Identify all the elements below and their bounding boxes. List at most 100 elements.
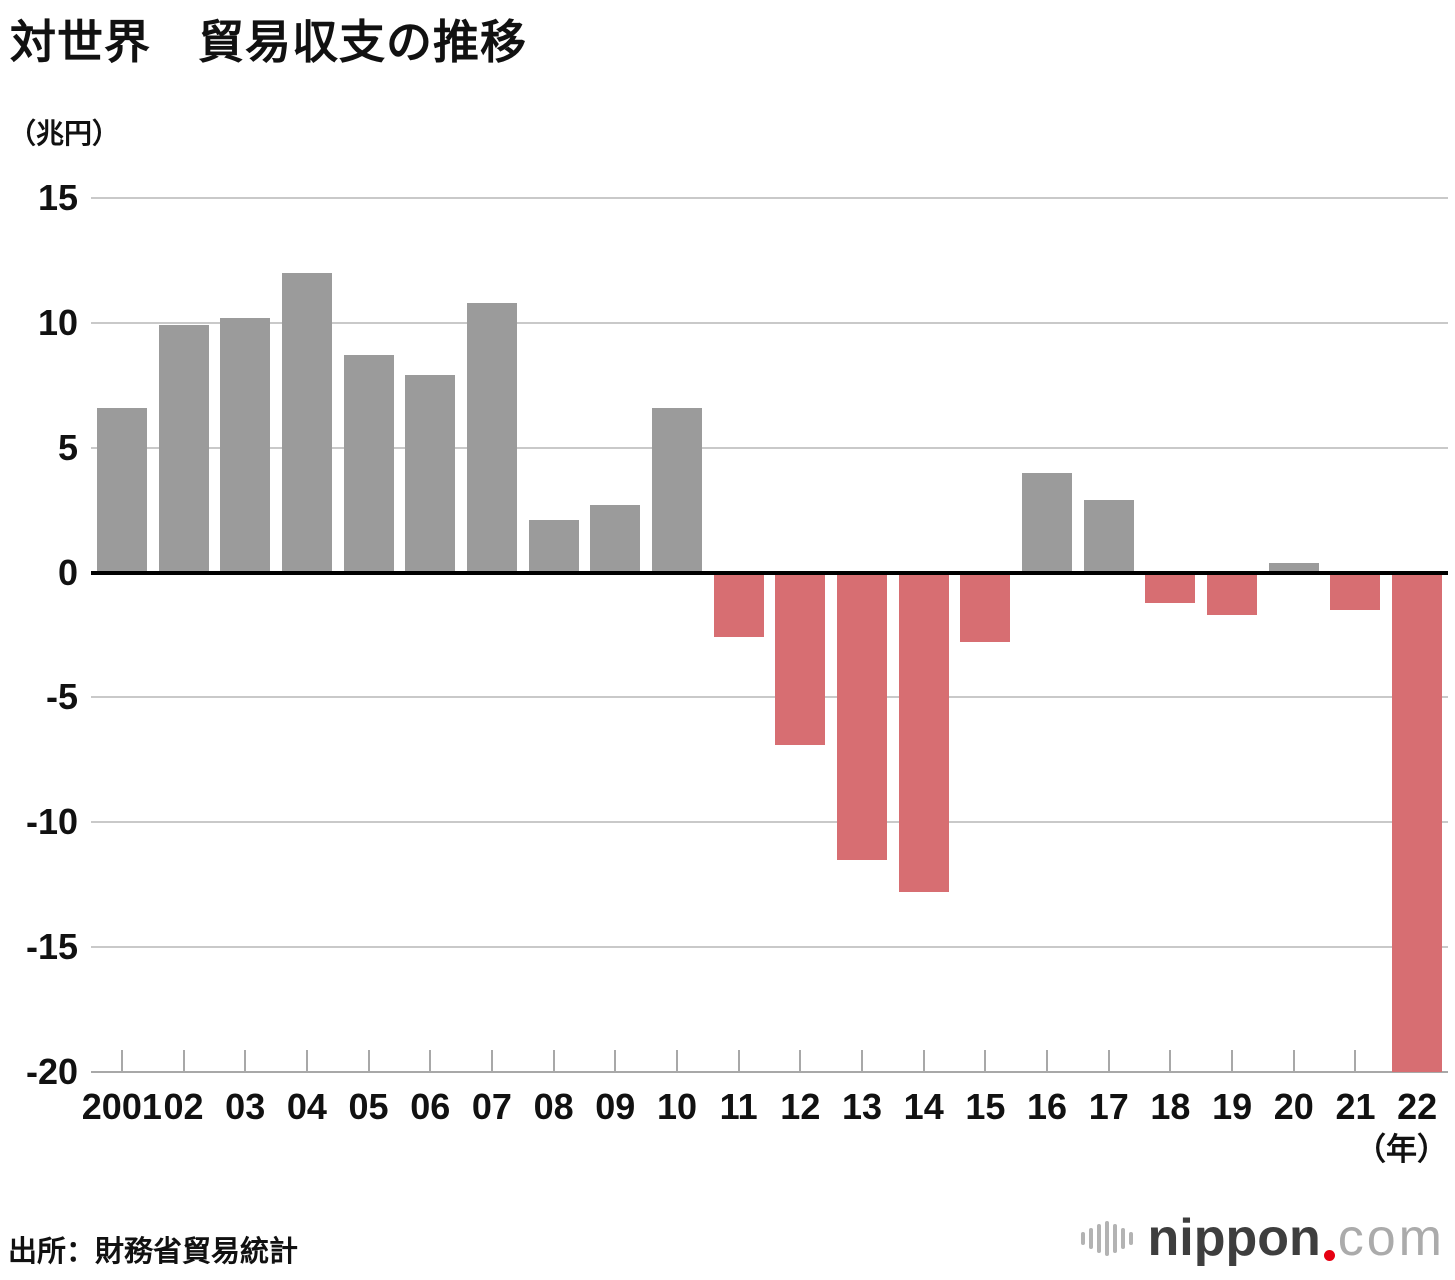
bar-11 (713, 572, 764, 638)
x-tick-label: 15 (965, 1086, 1006, 1127)
soundwave-logo-icon (1081, 1216, 1134, 1260)
x-tick-label: 02 (163, 1086, 204, 1127)
bar-05 (343, 355, 394, 573)
x-tick-mark (120, 1050, 123, 1072)
bar-16 (1022, 472, 1073, 573)
x-tick-mark (737, 1050, 740, 1072)
x-tick-label: 10 (656, 1086, 697, 1127)
soundwave-bar (1113, 1223, 1118, 1253)
gridline--15 (91, 946, 1448, 949)
soundwave-bar (1121, 1227, 1126, 1249)
gridline--20 (91, 1071, 1448, 1073)
x-tick-mark (429, 1050, 432, 1072)
bar-22 (1392, 572, 1443, 1072)
x-tick-mark (1169, 1050, 1172, 1072)
x-tick-mark (552, 1050, 555, 1072)
x-tick-mark (799, 1050, 802, 1072)
x-tick-mark (922, 1050, 925, 1072)
bar-04 (281, 272, 332, 573)
gridline--10 (91, 821, 1448, 824)
x-tick-label: 22 (1397, 1086, 1438, 1127)
bar-20 (1268, 562, 1319, 573)
x-tick-label: 18 (1150, 1086, 1191, 1127)
x-tick-mark (1046, 1050, 1049, 1072)
y-tick-label: 5 (57, 426, 78, 468)
chart-title: 対世界 貿易収支の推移 (10, 16, 527, 68)
x-tick-label: 21 (1335, 1086, 1376, 1127)
x-tick-label: 03 (225, 1086, 266, 1127)
x-tick-mark (1354, 1050, 1357, 1072)
y-axis-unit-label: （兆円） (8, 118, 121, 149)
x-tick-label: 05 (348, 1086, 389, 1127)
x-tick-mark (244, 1050, 247, 1072)
x-tick-label: 20 (1273, 1086, 1314, 1127)
source-note: 出所：財務省貿易統計 (8, 1236, 299, 1268)
bar-02 (158, 325, 209, 573)
x-tick-mark (305, 1050, 308, 1072)
gridline-10 (91, 321, 1448, 324)
x-tick-label: 17 (1088, 1086, 1129, 1127)
x-tick-label: 07 (471, 1086, 512, 1127)
soundwave-bar (1129, 1231, 1134, 1245)
bar-14 (898, 572, 949, 893)
x-tick-label: 04 (286, 1086, 327, 1127)
bar-21 (1330, 572, 1381, 611)
x-tick-mark (861, 1050, 864, 1072)
bar-09 (590, 505, 641, 573)
x-tick-mark (367, 1050, 370, 1072)
x-tick-label: 11 (719, 1086, 758, 1127)
x-tick-mark (675, 1050, 678, 1072)
gridline--5 (91, 696, 1448, 699)
bar-12 (775, 572, 826, 745)
y-tick-label: -15 (25, 926, 78, 968)
zero-axis-line (91, 570, 1448, 575)
x-tick-label: 12 (780, 1086, 821, 1127)
y-tick-label: 0 (57, 551, 78, 593)
x-tick-mark (614, 1050, 617, 1072)
soundwave-bar (1081, 1231, 1086, 1245)
nippon-com-wordmark: nippon com (1147, 1208, 1445, 1268)
soundwave-bar (1089, 1227, 1094, 1249)
bar-chart-plot-area: 15 10 5 0 -5 -10 -15 -20 2001 02 03 04 05 06 07 08 09 10 1… (25, 177, 1448, 1127)
soundwave-bar (1097, 1223, 1102, 1253)
bar-08 (528, 520, 579, 573)
nippon-com-logo: nippon com (1081, 1208, 1445, 1268)
bar-2001 (96, 407, 147, 573)
soundwave-bar (1105, 1220, 1110, 1256)
x-tick-label: 14 (903, 1086, 944, 1127)
y-tick-label: -20 (25, 1051, 78, 1092)
gridline-5 (91, 446, 1448, 449)
x-tick-mark (490, 1050, 493, 1072)
logo-red-dot-icon (1323, 1250, 1335, 1261)
y-tick-label: -10 (25, 801, 78, 843)
bar-03 (220, 317, 271, 573)
x-tick-label: 16 (1027, 1086, 1068, 1127)
gridline-15 (91, 197, 1448, 199)
x-tick-mark (1292, 1050, 1295, 1072)
bar-06 (405, 375, 456, 573)
y-tick-label: 15 (37, 177, 78, 218)
x-tick-label: 08 (533, 1086, 574, 1127)
bar-15 (960, 572, 1011, 643)
x-tick-mark (1107, 1050, 1110, 1072)
x-tick-mark (1231, 1050, 1234, 1072)
logo-text-nippon: nippon (1147, 1209, 1321, 1267)
x-tick-label: 19 (1212, 1086, 1253, 1127)
logo-text-com: com (1337, 1209, 1445, 1267)
bar-18 (1145, 572, 1196, 603)
x-axis-unit-label: （年） (1355, 1132, 1448, 1167)
x-tick-mark (984, 1050, 987, 1072)
bar-10 (651, 407, 702, 573)
x-tick-label: 09 (595, 1086, 636, 1127)
bar-07 (466, 302, 517, 573)
x-tick-mark (182, 1050, 185, 1072)
bar-13 (837, 572, 888, 860)
x-tick-label: 06 (410, 1086, 451, 1127)
bar-17 (1083, 500, 1134, 573)
y-tick-label: 10 (37, 301, 78, 343)
y-tick-label: -5 (45, 676, 78, 718)
x-tick-label: 13 (841, 1086, 883, 1127)
bar-19 (1207, 572, 1258, 615)
x-tick-label: 2001 (81, 1086, 162, 1127)
